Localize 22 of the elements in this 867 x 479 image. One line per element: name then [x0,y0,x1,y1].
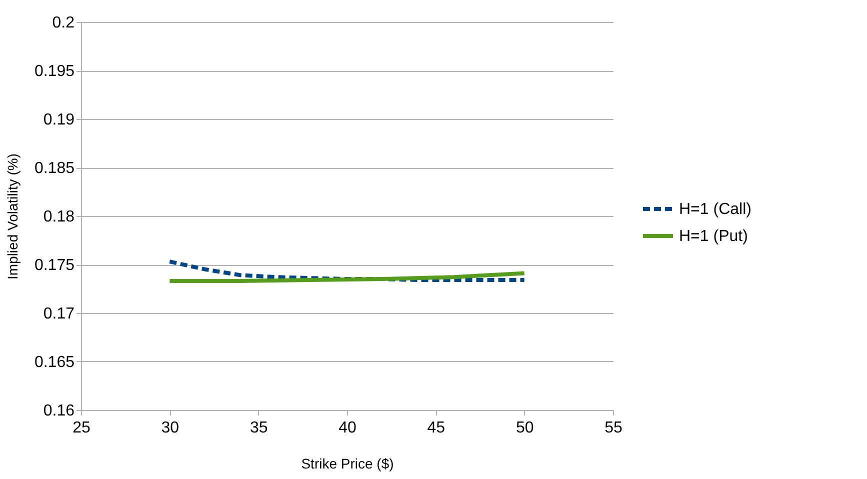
y-tick-label: 0.17 [43,306,75,322]
x-tick-label: 25 [72,420,90,436]
y-tick-label: 0.16 [43,402,75,420]
y-tick-label: 0.18 [43,208,75,226]
y-tick-label: 0.19 [43,112,75,128]
x-tick-label: 50 [516,420,534,436]
x-tick-label: 55 [604,420,622,436]
line-series [168,271,526,283]
line-series [168,260,526,282]
y-axis-title: Implied Volatility (%) [4,153,20,280]
x-tick-label: 35 [250,420,268,436]
y-tick-label: 0.195 [34,63,75,80]
y-tick-label: 0.165 [34,354,75,371]
y-tick-label: 0.175 [34,257,75,274]
x-axis-title: Strike Price ($) [301,456,394,472]
x-tick-label: 40 [338,420,356,436]
y-tick-label: 0.185 [34,160,75,177]
x-tick-label: 45 [427,420,446,436]
legend-label: H=1 (Call) [679,201,752,218]
legend-label: H=1 (Put) [679,228,748,245]
y-tick-label: 0.2 [52,14,75,32]
x-tick-label: 30 [161,420,180,436]
